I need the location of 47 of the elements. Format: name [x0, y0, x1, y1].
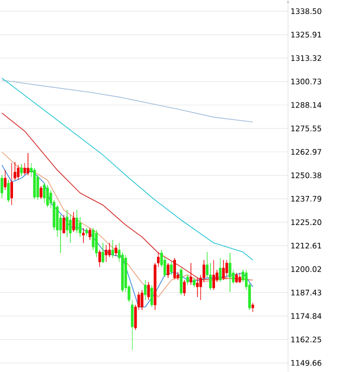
candlestick: [10, 162, 14, 206]
candlestick: [111, 240, 114, 258]
candlestick: [104, 244, 108, 262]
candlestick: [102, 242, 104, 264]
candlestick: [7, 180, 10, 202]
candlestick: [192, 278, 196, 288]
candlestick: [218, 258, 222, 282]
candlestick: [140, 290, 144, 310]
candlestick: [88, 228, 92, 240]
candlestick: [235, 272, 238, 284]
candlestick: [252, 302, 254, 312]
candlestick: [114, 244, 118, 256]
line-series: [2, 80, 254, 122]
candlestick: [26, 152, 30, 176]
line-series: [2, 112, 254, 280]
candlestick: [238, 272, 242, 284]
candlestick: [150, 284, 154, 308]
candlestick: [130, 300, 134, 350]
line-series: [2, 78, 254, 260]
candlestick: [147, 282, 150, 300]
candlestick: [98, 250, 102, 268]
candlestick: [173, 258, 176, 280]
candlestick: [183, 280, 186, 296]
candlestick: [72, 212, 75, 232]
candlestick: [95, 230, 98, 258]
candlestick: [186, 274, 189, 286]
candlestick: [0, 174, 4, 198]
candlestick: [16, 164, 20, 180]
candlestick: [82, 228, 85, 244]
candlestick: [144, 280, 147, 300]
candlestick: [228, 252, 232, 292]
candlestick: [190, 262, 192, 286]
candlestick: [222, 260, 225, 280]
candlestick: [85, 228, 88, 236]
candlestick: [212, 260, 216, 290]
candlestick: [62, 214, 66, 234]
candlestick: [20, 164, 23, 176]
candlestick: [196, 278, 199, 298]
candlestick: [76, 210, 78, 234]
candlestick: [166, 262, 170, 278]
candlestick: [42, 182, 46, 204]
candlestick: [46, 184, 49, 208]
candlestick: [40, 186, 42, 200]
candlestick: [180, 268, 182, 296]
candlestick: [225, 260, 228, 278]
candlestick: [170, 262, 173, 276]
candlestick: [4, 170, 7, 190]
